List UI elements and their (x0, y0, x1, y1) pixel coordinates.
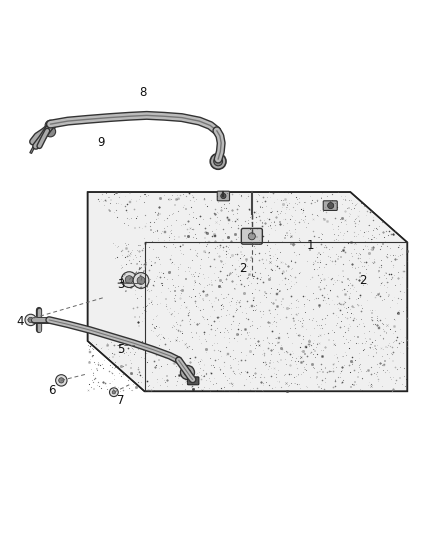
FancyBboxPatch shape (323, 201, 337, 211)
FancyBboxPatch shape (217, 191, 230, 201)
Circle shape (248, 233, 255, 240)
Circle shape (137, 277, 145, 285)
Text: 3: 3 (117, 278, 125, 291)
Circle shape (56, 375, 67, 386)
Text: 4: 4 (17, 315, 24, 328)
Text: 8: 8 (139, 86, 147, 99)
Circle shape (59, 378, 64, 383)
Circle shape (125, 276, 133, 284)
Circle shape (110, 388, 118, 397)
Text: 1: 1 (307, 239, 314, 252)
Circle shape (221, 193, 226, 199)
Circle shape (214, 157, 223, 166)
Circle shape (121, 272, 137, 287)
Circle shape (25, 314, 36, 326)
Circle shape (112, 391, 116, 394)
Circle shape (45, 120, 56, 131)
Circle shape (45, 126, 56, 137)
Circle shape (328, 203, 334, 209)
Text: 7: 7 (117, 393, 125, 407)
Circle shape (184, 369, 191, 376)
Circle shape (180, 366, 194, 379)
FancyBboxPatch shape (241, 229, 262, 244)
Text: 5: 5 (117, 343, 125, 356)
Polygon shape (88, 192, 407, 391)
Text: 9: 9 (97, 136, 105, 149)
Circle shape (133, 273, 149, 288)
Text: 2: 2 (239, 262, 246, 274)
Circle shape (28, 317, 33, 322)
Text: 6: 6 (48, 384, 56, 397)
Text: 2: 2 (359, 274, 367, 287)
Polygon shape (30, 143, 39, 154)
FancyBboxPatch shape (187, 377, 199, 385)
Circle shape (210, 154, 226, 169)
